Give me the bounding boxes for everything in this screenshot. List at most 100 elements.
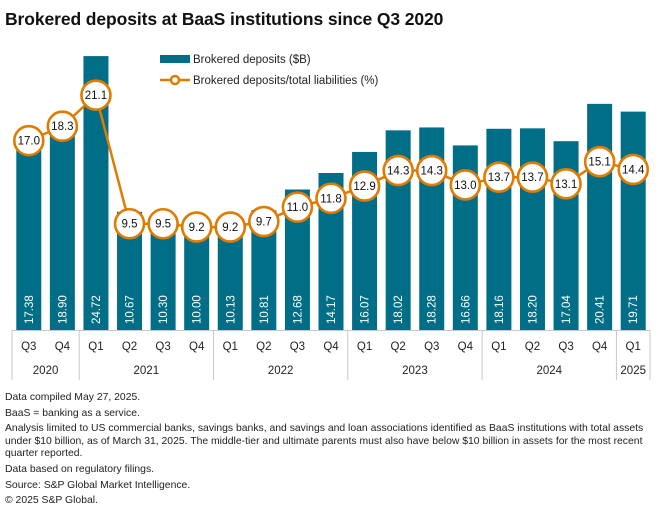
bar-value-label: 18.02 — [393, 295, 405, 324]
quarter-tick-label: Q1 — [357, 341, 372, 353]
quarter-tick-label: Q3 — [558, 341, 573, 353]
bar — [49, 120, 75, 330]
bar-value-label: 12.68 — [292, 295, 304, 324]
quarter-tick-label: Q2 — [390, 341, 405, 353]
line-marker — [147, 207, 179, 240]
line-marker — [348, 170, 381, 202]
quarter-tick-label: Q2 — [525, 341, 540, 353]
line-value-label: 13.7 — [488, 172, 510, 184]
quarter-tick-label: Q1 — [88, 341, 103, 353]
line-value-label: 14.3 — [421, 166, 443, 178]
quarter-tick-label: Q2 — [256, 341, 271, 353]
quarter-tick-label: Q3 — [21, 341, 36, 353]
line-value-label: 18.3 — [51, 121, 73, 133]
line-marker — [248, 205, 280, 238]
bar — [16, 137, 42, 330]
line-value-label: 9.5 — [122, 219, 138, 231]
line-value-label: 9.2 — [189, 222, 205, 234]
legend: Brokered deposits ($B) Brokered deposits… — [160, 54, 379, 87]
legend-bar-label: Brokered deposits ($B) — [193, 54, 311, 66]
quarter-tick-label: Q4 — [323, 341, 339, 353]
line-value-label: 13.7 — [521, 172, 543, 184]
line-marker — [382, 154, 414, 187]
bar-value-label: 16.66 — [460, 295, 472, 324]
line-marker — [483, 161, 515, 194]
line-marker — [214, 211, 247, 243]
line-marker — [550, 168, 582, 200]
quarter-tick-label: Q4 — [592, 341, 608, 353]
quarter-tick-label: Q2 — [122, 341, 137, 353]
year-group-label: 2020 — [33, 365, 59, 377]
line-value-label: 12.9 — [353, 181, 375, 193]
line-value-label: 13.1 — [555, 179, 577, 191]
line-marker — [281, 191, 314, 223]
bar-value-label: 17.04 — [561, 295, 573, 324]
x-axis: Q3 Q4 Q1 Q2 Q3 Q4 Q1 Q2 Q3 Q4 Q1 Q2 Q3 Q4 Q1 Q2 Q3 Q4 Q1 20… — [11, 330, 651, 380]
note-source: Source: S&P Global Market Intelligence. — [5, 479, 191, 491]
bar-value-label: 10.30 — [158, 295, 170, 324]
bar-value-label: 20.41 — [595, 295, 607, 324]
line-value-label: 9.7 — [256, 217, 272, 229]
note-definition: BaaS = banking as a service. — [5, 407, 140, 419]
quarter-tick-label: Q4 — [458, 341, 474, 353]
legend-line-label: Brokered deposits/total liabilities (%) — [193, 75, 379, 87]
quarter-tick-label: Q1 — [626, 341, 641, 353]
bar-value-label: 18.28 — [427, 295, 439, 324]
year-group-label: 2023 — [402, 365, 428, 377]
bar-value-label: 14.17 — [326, 295, 338, 324]
quarter-tick-label: Q4 — [55, 341, 71, 353]
note-analysis: Analysis limited to US commercial banks,… — [5, 423, 644, 460]
year-group-label: 2024 — [536, 365, 562, 377]
bar-value-label: 19.71 — [628, 295, 640, 324]
line-value-label: 21.1 — [85, 90, 107, 102]
bar-value-label: 18.90 — [57, 295, 69, 324]
quarter-tick-label: Q1 — [491, 341, 506, 353]
bar-value-label: 24.72 — [91, 295, 103, 324]
chart-area: 17.38 18.90 24.72 10.67 10.30 10.00 10.13 10.81… — [11, 54, 651, 380]
note-copyright: © 2025 S&P Global. — [5, 495, 98, 507]
line-marker — [80, 79, 112, 112]
bar-value-label: 18.16 — [494, 295, 506, 324]
line-marker — [415, 154, 448, 187]
line-marker — [113, 207, 146, 240]
bar — [620, 111, 646, 331]
note-compiled: Data compiled May 27, 2025. — [5, 392, 141, 403]
note-data-basis: Data based on regulatory filings. — [5, 463, 155, 475]
line-marker — [46, 110, 79, 143]
line-series: 17.0 18.3 21.1 9.5 9.5 9.2 9.2 9.7 11.0 11.8 12.9 1… — [12, 79, 650, 243]
line-value-label: 17.0 — [18, 136, 40, 148]
footnotes: Data compiled May 27, 2025. BaaS = banki… — [5, 392, 655, 511]
bar-value-label: 10.67 — [125, 295, 137, 324]
line-marker — [12, 124, 45, 157]
bar-value-label: 18.20 — [527, 295, 539, 324]
line-value-label: 9.5 — [155, 219, 171, 231]
line-marker — [449, 169, 482, 201]
line-value-label: 13.0 — [454, 180, 476, 192]
quarter-tick-label: Q3 — [424, 341, 439, 353]
line-value-label: 11.8 — [320, 193, 342, 205]
legend-bar-swatch — [160, 55, 190, 63]
bar-value-label: 17.38 — [24, 295, 36, 324]
bar-value-label: 10.13 — [225, 295, 237, 324]
line-value-label: 14.3 — [387, 166, 409, 178]
line-marker — [617, 153, 650, 186]
quarter-tick-label: Q3 — [155, 341, 170, 353]
line-value-label: 14.4 — [622, 164, 645, 176]
bar-value-label: 16.07 — [360, 295, 372, 324]
line-value-label: 15.1 — [588, 157, 610, 169]
bar-value-label: 10.00 — [192, 295, 204, 324]
line-marker — [180, 211, 213, 243]
line-marker — [516, 161, 549, 194]
quarter-tick-label: Q4 — [189, 341, 205, 353]
line-marker — [583, 145, 616, 178]
year-group-label: 2025 — [620, 365, 646, 377]
legend-line-marker — [169, 74, 181, 86]
bar — [587, 103, 613, 330]
year-group-label: 2021 — [134, 365, 160, 377]
line-marker — [315, 182, 347, 215]
bar-value-label: 10.81 — [259, 295, 271, 324]
chart-title: Brokered deposits at BaaS institutions s… — [5, 9, 444, 29]
quarter-tick-label: Q1 — [223, 341, 238, 353]
line-value-label: 9.2 — [222, 222, 238, 234]
line-value-label: 11.0 — [287, 202, 309, 214]
